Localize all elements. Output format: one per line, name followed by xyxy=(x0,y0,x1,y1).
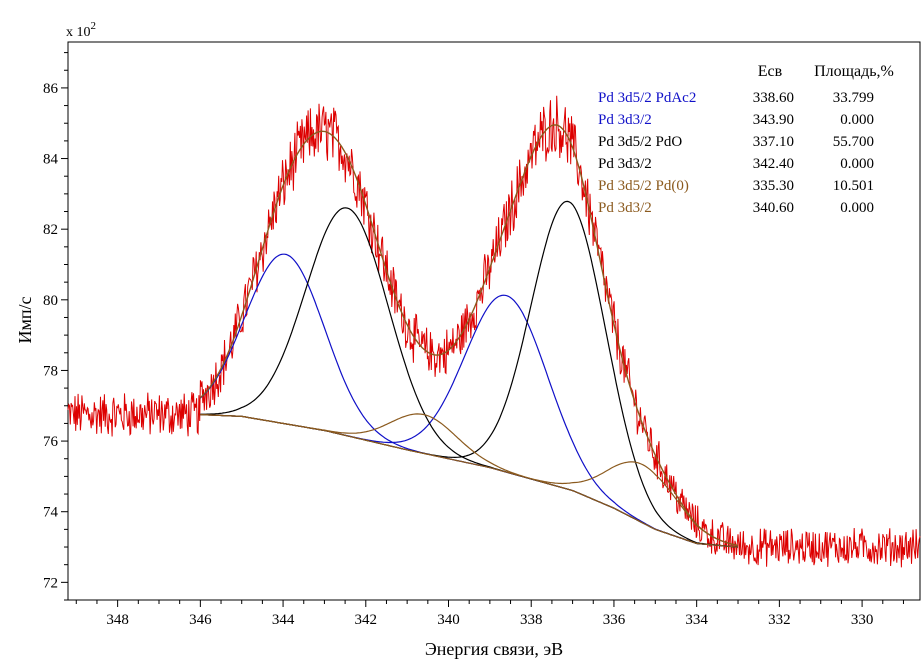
x-tick-label: 338 xyxy=(520,612,543,628)
legend-energy: 343.90 xyxy=(753,112,794,128)
y-tick-label: 86 xyxy=(43,81,59,97)
x-tick-label: 340 xyxy=(437,612,460,628)
y-tick-label: 72 xyxy=(43,575,58,591)
y-tick-label: 74 xyxy=(43,505,59,521)
legend-energy: 342.40 xyxy=(753,156,794,172)
legend-name: Pd 3d3/2 xyxy=(598,200,652,216)
x-tick-label: 348 xyxy=(106,612,129,628)
legend-energy: 337.10 xyxy=(753,134,794,150)
component-curve-0 xyxy=(200,294,739,548)
legend-name: Pd 3d5/2 PdAc2 xyxy=(598,90,696,106)
legend-area: 0.000 xyxy=(840,200,874,216)
tick-marks xyxy=(61,52,904,607)
y-tick-label: 80 xyxy=(43,293,58,309)
scale-factor: x 102 xyxy=(66,20,96,40)
y-tick-label: 78 xyxy=(43,363,58,379)
y-tick-label: 82 xyxy=(43,222,58,238)
legend-energy: 340.60 xyxy=(753,200,794,216)
y-axis-label: Имп/с xyxy=(15,296,35,343)
x-tick-label: 330 xyxy=(851,612,874,628)
component-curve-3 xyxy=(200,207,739,548)
component-curve-4 xyxy=(200,414,739,547)
legend-name: Pd 3d3/2 xyxy=(598,156,652,172)
background-line xyxy=(200,414,739,548)
legend: Есв Площадь,% Pd 3d5/2 PdAc2 338.60 33.799… xyxy=(598,63,894,216)
x-tick-label: 344 xyxy=(272,612,295,628)
legend-header-area: Площадь,% xyxy=(814,63,894,80)
legend-energy: 335.30 xyxy=(753,178,794,194)
x-axis-label: Энергия связи, эВ xyxy=(425,639,563,659)
envelope-curve xyxy=(199,124,739,547)
component-curve-5 xyxy=(200,413,739,548)
legend-area: 10.501 xyxy=(833,178,874,194)
component-curve-2 xyxy=(200,200,739,548)
tick-labels: 348 346 344 342 340 338 336 334 332 330 72 74 76 78 80… xyxy=(43,81,873,628)
y-tick-label: 84 xyxy=(43,152,59,168)
legend-area: 33.799 xyxy=(833,90,874,106)
x-tick-label: 346 xyxy=(189,612,212,628)
curves xyxy=(67,95,921,568)
x-tick-label: 342 xyxy=(355,612,378,628)
x-tick-label: 334 xyxy=(685,612,708,628)
legend-header-energy: Есв xyxy=(758,63,783,80)
legend-name: Pd 3d5/2 PdO xyxy=(598,134,682,150)
legend-energy: 338.60 xyxy=(753,90,794,106)
x-tick-label: 332 xyxy=(768,612,791,628)
y-tick-label: 76 xyxy=(43,434,59,450)
component-curve-1 xyxy=(199,253,739,548)
legend-area: 0.000 xyxy=(840,156,874,172)
legend-area: 0.000 xyxy=(840,112,874,128)
legend-area: 55.700 xyxy=(833,134,874,150)
legend-name: Pd 3d3/2 xyxy=(598,112,652,128)
plot-frame xyxy=(67,41,921,601)
legend-name: Pd 3d5/2 Pd(0) xyxy=(598,178,689,194)
x-tick-label: 336 xyxy=(603,612,626,628)
